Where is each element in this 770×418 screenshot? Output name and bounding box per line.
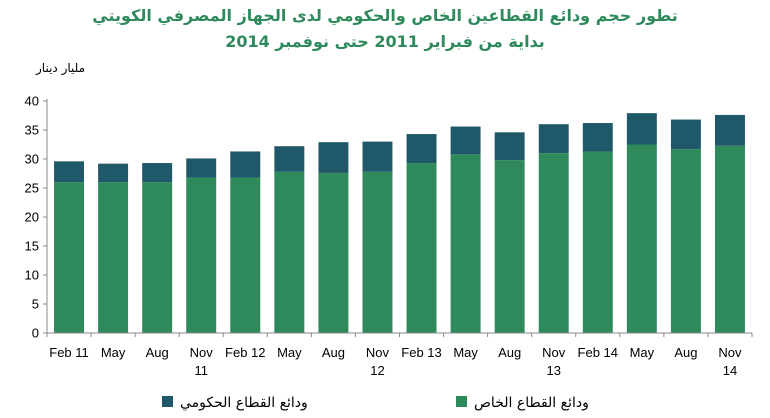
x-tick-label: Nov [542,345,566,360]
bar-private-9 [450,154,481,333]
bar-private-5 [274,171,305,333]
legend: ودائع القطاع الحكومي ودائع القطاع الخاص [162,395,589,411]
x-tick-label: Nov [190,345,214,360]
bar-government-13 [626,113,657,145]
bar-government-5 [274,146,305,172]
bar-government-10 [494,132,525,161]
legend-swatch-private [456,396,467,407]
bar-government-15 [714,114,745,146]
x-tick-label: 14 [723,363,737,378]
bar-private-14 [670,149,701,333]
bar-government-1 [98,163,129,183]
bar-private-11 [538,153,569,333]
y-axis-label: مليار دينار [36,61,86,75]
legend-label-government: ودائع القطاع الحكومي [180,395,308,411]
y-tick-label: 5 [32,297,39,312]
chart-subtitle: بداية من فبراير 2011 حتى نوفمبر 2014 [225,32,545,51]
bar-government-0 [54,161,85,183]
x-tick-label: Feb 14 [578,345,618,360]
bar-private-7 [362,171,393,333]
x-tick-label: Aug [498,345,521,360]
x-tick-label: May [277,345,302,360]
y-tick-label: 25 [25,181,39,196]
bar-private-15 [714,145,745,333]
y-tick-label: 35 [25,123,39,138]
legend-label-private: ودائع القطاع الخاص [474,395,589,411]
y-tick-label: 15 [25,239,39,254]
x-axis: Feb 11 May Aug Nov 11 Feb 12 May Aug Nov 12 Feb 13… [46,332,753,378]
y-tick-label: 0 [32,326,39,341]
bars-group [54,113,745,333]
bar-government-2 [142,163,173,183]
bar-government-6 [318,142,349,173]
bar-government-3 [186,158,217,178]
bar-government-11 [538,124,569,154]
bar-private-2 [142,182,173,333]
x-tick-label: Feb 13 [401,345,441,360]
y-tick-label: 40 [25,94,39,109]
legend-swatch-government [162,396,173,407]
x-tick-label: May [453,345,478,360]
bar-private-10 [494,160,525,333]
x-tick-label: Aug [322,345,345,360]
x-tick-label: Feb 11 [49,345,89,360]
y-axis: 0 5 10 15 20 25 30 35 40 [25,94,48,341]
x-tick-label: Aug [146,345,169,360]
x-tick-label: May [101,345,126,360]
x-tick-label: 12 [370,363,384,378]
bar-private-6 [318,172,349,333]
bar-private-0 [54,182,85,333]
bar-government-14 [670,119,701,150]
x-tick-label: May [630,345,655,360]
y-tick-label: 20 [25,210,39,225]
y-tick-label: 10 [25,268,39,283]
bar-government-8 [406,134,437,164]
y-tick-label: 30 [25,152,39,167]
x-tick-label: 11 [194,363,208,378]
bar-government-12 [582,123,613,152]
bar-private-13 [626,144,657,333]
bar-private-1 [98,182,129,333]
bar-government-9 [450,126,481,155]
x-tick-label: Nov [718,345,742,360]
x-tick-label: Feb 12 [225,345,265,360]
bar-government-7 [362,141,393,172]
chart-title: تطور حجم ودائع القطاعين الخاص والحكومي ل… [92,6,678,25]
bar-private-4 [230,177,261,333]
x-tick-label: Aug [674,345,697,360]
x-tick-label: Nov [366,345,390,360]
bar-private-3 [186,177,217,333]
bar-private-12 [582,151,613,333]
bar-government-4 [230,151,261,178]
bar-private-8 [406,163,437,333]
x-tick-label: 13 [546,363,560,378]
